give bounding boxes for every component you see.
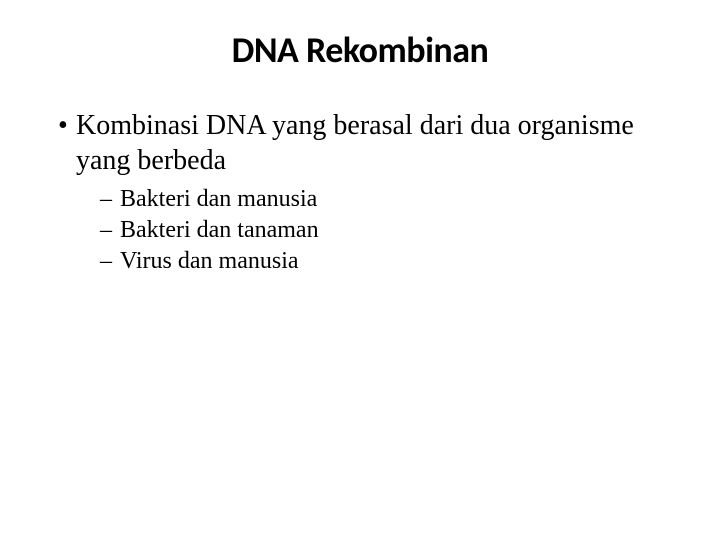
bullet-level2: – Virus dan manusia	[100, 246, 662, 277]
sub-bullet-list: – Bakteri dan manusia – Bakteri dan tana…	[100, 184, 662, 278]
slide: DNA Rekombinan • Kombinasi DNA yang bera…	[0, 0, 720, 540]
bullet-level2: – Bakteri dan manusia	[100, 184, 662, 215]
slide-body: • Kombinasi DNA yang berasal dari dua or…	[58, 108, 662, 278]
dash-marker-icon: –	[100, 184, 120, 215]
bullet-text: Kombinasi DNA yang berasal dari dua orga…	[76, 108, 662, 178]
bullet-marker-icon: •	[58, 108, 76, 143]
bullet-level2: – Bakteri dan tanaman	[100, 215, 662, 246]
sub-bullet-text: Virus dan manusia	[120, 246, 662, 277]
dash-marker-icon: –	[100, 246, 120, 277]
sub-bullet-text: Bakteri dan tanaman	[120, 215, 662, 246]
sub-bullet-text: Bakteri dan manusia	[120, 184, 662, 215]
bullet-level1: • Kombinasi DNA yang berasal dari dua or…	[58, 108, 662, 178]
slide-title: DNA Rekombinan	[58, 28, 662, 72]
dash-marker-icon: –	[100, 215, 120, 246]
